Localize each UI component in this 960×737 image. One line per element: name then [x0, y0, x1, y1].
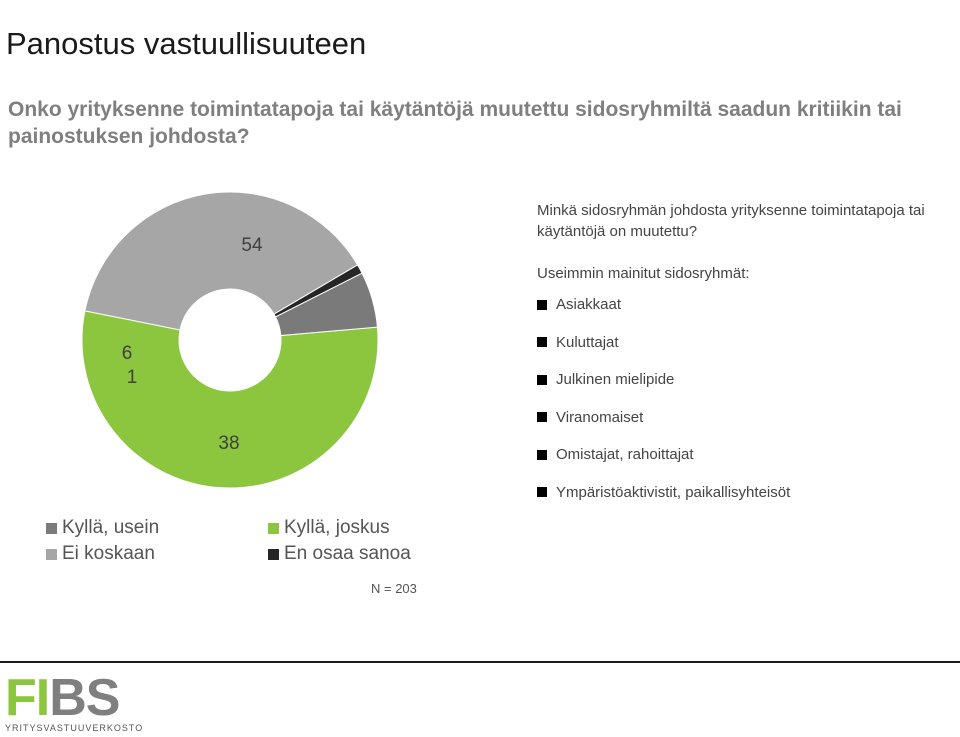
square-bullet-icon: [537, 337, 547, 348]
page-title: Panostus vastuullisuuteen: [6, 26, 367, 61]
list-item: Asiakkaat: [537, 286, 957, 324]
square-bullet-icon: [537, 299, 547, 310]
list-item: Omistajat, rahoittajat: [537, 436, 957, 474]
list-item-label: Ympäristöaktivistit, paikallisyhteisöt: [556, 483, 791, 501]
side-question: Minkä sidosryhmän johdosta yrityksenne t…: [537, 202, 925, 240]
side-panel: Minkä sidosryhmän johdosta yrityksenne t…: [537, 200, 957, 511]
stakeholder-list: Asiakkaat Kuluttajat Julkinen mielipide …: [537, 286, 957, 511]
square-bullet-icon: [537, 412, 547, 423]
side-subtitle: Useimmin mainitut sidosryhmät:: [537, 265, 750, 282]
list-item-label: Kuluttajat: [556, 333, 619, 351]
slice-value-label: 6: [122, 343, 133, 364]
list-item: Kuluttajat: [537, 324, 957, 362]
donut-slice-ei-koskaan: [84, 191, 359, 331]
list-item-label: Asiakkaat: [556, 296, 622, 314]
square-bullet-icon: [537, 374, 547, 385]
square-bullet-icon: [537, 449, 547, 460]
legend-item-kylla-joskus: Kyllä, joskus: [268, 517, 468, 539]
legend-item-kylla-usein: Kyllä, usein: [46, 517, 268, 539]
slice-value-label: 1: [127, 367, 138, 388]
logo-letter: F: [5, 669, 37, 727]
logo-letter: I: [35, 669, 50, 727]
list-item: Ympäristöaktivistit, paikallisyhteisöt: [537, 474, 957, 512]
sample-size-note: N = 203: [371, 581, 417, 596]
donut-slice-kyllä-joskus: [81, 310, 379, 489]
logo-letter: B: [49, 669, 87, 727]
square-bullet-icon: [537, 487, 547, 498]
list-item-label: Viranomaiset: [556, 408, 644, 426]
legend-label: Kyllä, usein: [62, 517, 160, 538]
logo-letter: S: [85, 669, 121, 727]
legend-item-en-osaa-sanoa: En osaa sanoa: [268, 543, 468, 565]
list-item-label: Omistajat, rahoittajat: [556, 446, 694, 464]
legend-label: En osaa sanoa: [284, 543, 411, 564]
donut-slice-kyllä-usein: [274, 272, 378, 337]
legend-swatch: [268, 522, 279, 534]
survey-question: Onko yrityksenne toimintatapoja tai käyt…: [8, 98, 902, 148]
list-item: Viranomaiset: [537, 399, 957, 437]
legend-label: Ei koskaan: [62, 543, 155, 564]
list-item-label: Julkinen mielipide: [556, 371, 675, 389]
donut-chart: 54 38 1 6: [81, 191, 379, 489]
legend-label: Kyllä, joskus: [284, 517, 390, 538]
chart-legend: Kyllä, usein Kyllä, joskus Ei koskaan En…: [46, 517, 466, 565]
legend-swatch: [46, 522, 57, 534]
logo-subtitle: YRITYSVASTUUVERKOSTO: [5, 723, 144, 733]
slice-value-label: 38: [218, 433, 239, 454]
slice-value-label: 54: [241, 235, 263, 256]
legend-swatch: [46, 548, 57, 560]
list-item: Julkinen mielipide: [537, 361, 957, 399]
legend-item-ei-koskaan: Ei koskaan: [46, 543, 268, 565]
legend-swatch: [268, 548, 279, 560]
footer-divider: [0, 661, 960, 663]
